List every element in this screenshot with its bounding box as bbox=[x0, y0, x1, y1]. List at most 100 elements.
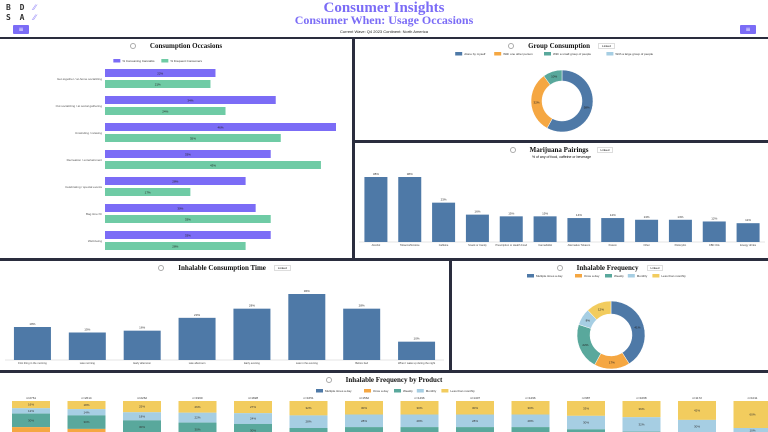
stacked-segment bbox=[400, 414, 439, 428]
data-label: 22% bbox=[157, 72, 163, 76]
donut-slice bbox=[587, 300, 612, 321]
data-label: 15% bbox=[84, 328, 90, 332]
legend-swatch bbox=[416, 389, 424, 393]
bar bbox=[668, 219, 692, 242]
legend-swatch bbox=[652, 274, 660, 278]
bar bbox=[105, 242, 246, 250]
legend-label: Less than monthly bbox=[661, 274, 686, 278]
segment-label: 30% bbox=[83, 420, 89, 424]
data-label: 46% bbox=[217, 126, 223, 130]
segment-label: 30% bbox=[28, 418, 34, 422]
info-icon[interactable] bbox=[158, 265, 165, 272]
data-label: 16% bbox=[474, 210, 480, 214]
slice-label: 10% bbox=[551, 75, 557, 79]
legend-label: With a small group of people bbox=[553, 52, 591, 56]
legend-label: Weekly bbox=[403, 389, 413, 393]
panel-title: Group Consumption bbox=[528, 42, 591, 50]
slice-label: 32% bbox=[534, 101, 540, 105]
bdsa-logo: B D ⁄⁄ S A ⁄⁄ bbox=[6, 3, 36, 22]
bar bbox=[233, 308, 271, 360]
inhalable-frequency-panel: Inhalable Frequency Linked 41% 17% 22% 8% 12%… bbox=[452, 261, 768, 370]
info-icon[interactable] bbox=[556, 265, 563, 272]
marijuana-pairings-panel: Marijuana Pairings Linked % of any of foo… bbox=[355, 143, 768, 258]
category-label: Early evening bbox=[244, 361, 260, 365]
category-label: Before bed bbox=[355, 361, 368, 365]
legend-label: Once a day bbox=[584, 274, 600, 278]
total-label: n=987 bbox=[582, 396, 591, 400]
total-label: n=2614 bbox=[81, 396, 91, 400]
stacked-segment bbox=[678, 401, 716, 420]
slice-label: 8% bbox=[586, 318, 591, 322]
segment-label: 32% bbox=[305, 406, 311, 410]
linked-button[interactable]: Linked bbox=[273, 265, 291, 272]
data-label: 18% bbox=[29, 322, 35, 326]
bar bbox=[736, 223, 760, 242]
linked-button[interactable]: Linked bbox=[646, 265, 664, 272]
segment-label: 24% bbox=[250, 417, 256, 421]
segment-label: 22% bbox=[194, 416, 200, 420]
segment-label: 18% bbox=[139, 414, 145, 418]
info-icon[interactable] bbox=[325, 377, 332, 384]
right-menu-button[interactable]: ≡ bbox=[740, 25, 756, 34]
total-label: n=1068 bbox=[636, 396, 646, 400]
category-label: Prescription or Health Food bbox=[495, 243, 527, 247]
bar bbox=[499, 216, 523, 242]
stacked-segment bbox=[567, 401, 605, 416]
data-label: 11% bbox=[745, 218, 751, 222]
stacked-segment bbox=[511, 414, 550, 428]
total-label: n=1562 bbox=[359, 396, 369, 400]
legend-swatch bbox=[113, 59, 121, 63]
segment-label: 30% bbox=[194, 427, 200, 431]
total-label: n=1651 bbox=[303, 396, 313, 400]
bar bbox=[533, 216, 557, 242]
group-consumption-chart: 58% 32% 10% Alone by myself With one other p… bbox=[455, 52, 653, 133]
bar bbox=[68, 332, 106, 360]
bar bbox=[105, 161, 321, 169]
slice-label: 17% bbox=[609, 360, 615, 364]
stacked-segment bbox=[345, 427, 383, 432]
panel-title: Marijuana Pairings bbox=[529, 146, 589, 154]
left-menu-button[interactable]: ≡ bbox=[13, 25, 29, 34]
info-icon[interactable] bbox=[508, 43, 515, 50]
legend-label: % Consuming Cannabis bbox=[122, 59, 155, 63]
total-label: n=1960 bbox=[192, 396, 202, 400]
marijuana-pairings-chart: 38% Alcohol 38% Tobacco/Nicotine 23% Caffeine… bbox=[359, 172, 765, 247]
segment-label: 36% bbox=[638, 407, 644, 411]
legend-label: With one other person bbox=[503, 52, 533, 56]
data-label: 38% bbox=[373, 172, 379, 176]
donut-slice bbox=[610, 300, 646, 365]
category-label: Unwinding / relaxing bbox=[75, 131, 102, 135]
data-label: 36% bbox=[304, 289, 310, 293]
segment-label: 30% bbox=[583, 421, 589, 425]
stacked-segment bbox=[733, 401, 768, 428]
category-label: Cannabidiol bbox=[538, 243, 552, 247]
total-label: n=1296 bbox=[525, 396, 535, 400]
stacked-segment bbox=[234, 401, 272, 414]
stacked-segment bbox=[289, 415, 328, 428]
stacked-segment bbox=[622, 417, 661, 432]
stacked-segment bbox=[178, 422, 217, 432]
segment-label: 42% bbox=[694, 408, 700, 412]
category-label: Late morning bbox=[80, 361, 96, 365]
bar bbox=[105, 231, 271, 239]
stacked-segment bbox=[67, 409, 106, 416]
info-icon[interactable] bbox=[509, 147, 516, 154]
stacked-segment bbox=[12, 401, 50, 409]
linked-button[interactable]: Linked bbox=[596, 147, 614, 154]
legend-label: Once a day bbox=[373, 389, 389, 393]
data-label: 28% bbox=[172, 180, 178, 184]
data-label: 33% bbox=[185, 234, 191, 238]
data-label: 34% bbox=[187, 99, 193, 103]
segment-label: 14% bbox=[83, 410, 89, 414]
data-label: 28% bbox=[249, 304, 255, 308]
bar bbox=[105, 150, 271, 158]
panel-title: Consumption Occasions bbox=[149, 42, 223, 50]
stacked-segment bbox=[400, 401, 439, 415]
legend-swatch bbox=[364, 389, 371, 393]
bar bbox=[105, 204, 256, 212]
segment-label: 28% bbox=[527, 419, 533, 423]
linked-button[interactable]: Linked bbox=[598, 43, 615, 50]
legend-swatch bbox=[494, 52, 502, 56]
total-label: n=1172 bbox=[692, 396, 702, 400]
info-icon[interactable] bbox=[129, 43, 136, 50]
